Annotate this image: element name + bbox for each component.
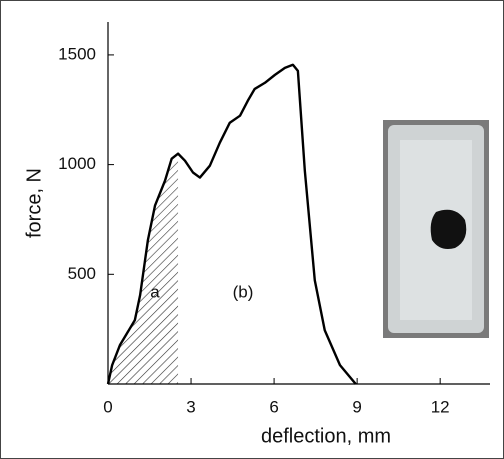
y-tick-label: 1500 (58, 44, 96, 63)
x-axis-label: deflection, mm (261, 425, 391, 447)
x-tick-label: 6 (269, 397, 278, 416)
x-tick-label: 9 (352, 397, 361, 416)
specimen-photo (383, 120, 489, 338)
hatched-area (108, 153, 179, 384)
x-tick-label: 3 (186, 397, 195, 416)
y-tick-label: 1000 (58, 154, 96, 173)
y-axis-label: force, N (23, 168, 45, 238)
force-curve (106, 63, 357, 385)
x-tick-label: 12 (431, 397, 450, 416)
x-tick-label: 0 (103, 397, 112, 416)
y-tick-label: 500 (68, 264, 96, 283)
annotation: (b) (233, 282, 254, 301)
